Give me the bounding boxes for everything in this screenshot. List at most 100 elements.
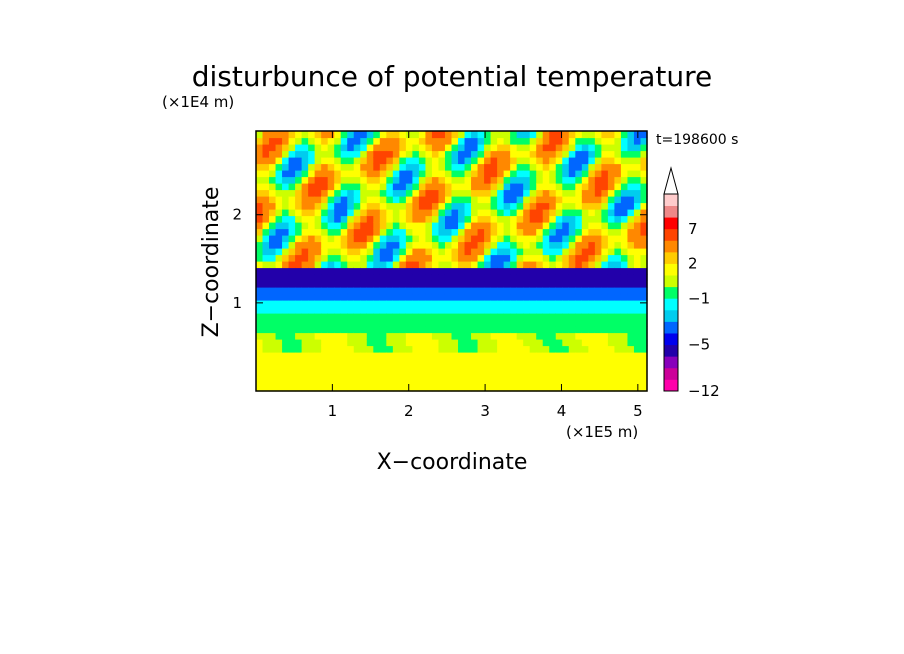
field-cell bbox=[627, 300, 635, 308]
colorbar-bin bbox=[664, 356, 678, 369]
field-cell bbox=[275, 228, 283, 236]
colorbar-bin bbox=[664, 333, 678, 346]
field-cell bbox=[581, 371, 589, 379]
field-cell bbox=[588, 319, 596, 327]
field-cell bbox=[575, 163, 583, 171]
field-cell bbox=[431, 267, 440, 275]
field-cell bbox=[536, 300, 544, 308]
field-cell bbox=[549, 248, 557, 256]
field-cell bbox=[340, 293, 348, 301]
field-cell bbox=[464, 345, 472, 353]
field-cell bbox=[458, 222, 466, 230]
field-cell bbox=[295, 189, 303, 197]
field-cell bbox=[562, 339, 570, 347]
field-cell bbox=[288, 280, 296, 288]
field-cell bbox=[477, 183, 485, 191]
field-cell bbox=[353, 196, 361, 204]
field-cell bbox=[555, 131, 563, 139]
field-cell bbox=[392, 196, 400, 204]
field-cell bbox=[431, 254, 440, 262]
field-cell bbox=[516, 157, 524, 165]
field-cell bbox=[431, 189, 440, 197]
field-cell bbox=[510, 332, 518, 340]
field-cell bbox=[523, 176, 531, 184]
field-cell bbox=[321, 241, 329, 249]
field-cell bbox=[353, 183, 361, 191]
field-cell bbox=[425, 131, 433, 139]
field-cell bbox=[425, 254, 433, 262]
field-cell bbox=[308, 267, 316, 275]
field-cell bbox=[620, 222, 629, 230]
field-cell bbox=[288, 254, 296, 262]
field-cell bbox=[477, 261, 485, 269]
field-cell bbox=[620, 345, 629, 353]
field-cell bbox=[614, 222, 622, 230]
field-cell bbox=[601, 215, 609, 223]
field-cell bbox=[425, 183, 433, 191]
field-cell bbox=[471, 306, 479, 314]
field-cell bbox=[366, 365, 374, 373]
field-cell bbox=[523, 248, 531, 256]
field-cell bbox=[392, 241, 400, 249]
field-cell bbox=[282, 326, 290, 334]
field-cell bbox=[640, 228, 648, 236]
field-cell bbox=[444, 222, 453, 230]
field-cell bbox=[392, 254, 400, 262]
field-cell bbox=[601, 241, 609, 249]
field-cell bbox=[464, 313, 472, 321]
field-cell bbox=[288, 306, 296, 314]
field-cell bbox=[627, 176, 635, 184]
field-cell bbox=[503, 267, 511, 275]
field-cell bbox=[490, 202, 498, 210]
field-cell bbox=[418, 345, 427, 353]
field-cell bbox=[405, 326, 413, 334]
field-cell bbox=[431, 293, 440, 301]
field-cell bbox=[412, 365, 420, 373]
field-cell bbox=[594, 306, 602, 314]
field-cell bbox=[308, 170, 316, 178]
field-cell bbox=[360, 137, 368, 145]
field-cell bbox=[412, 274, 420, 282]
field-cell bbox=[360, 306, 368, 314]
field-cell bbox=[347, 137, 355, 145]
field-cell bbox=[314, 300, 322, 308]
field-cell bbox=[256, 150, 264, 158]
field-cell bbox=[288, 183, 296, 191]
field-cell bbox=[444, 280, 453, 288]
field-cell bbox=[594, 163, 602, 171]
field-cell bbox=[497, 365, 505, 373]
field-cell bbox=[425, 384, 433, 392]
field-cell bbox=[347, 261, 355, 269]
field-cell bbox=[568, 235, 576, 243]
field-cell bbox=[379, 371, 387, 379]
field-cell bbox=[614, 306, 622, 314]
field-cell bbox=[405, 183, 413, 191]
field-cell bbox=[562, 176, 570, 184]
field-cell bbox=[262, 384, 270, 392]
field-cell bbox=[529, 261, 537, 269]
field-cell bbox=[516, 319, 524, 327]
field-cell bbox=[340, 287, 348, 295]
field-cell bbox=[464, 280, 472, 288]
field-cell bbox=[418, 215, 427, 223]
field-cell bbox=[607, 150, 616, 158]
field-cell bbox=[347, 267, 355, 275]
field-cell bbox=[627, 209, 635, 217]
field-cell bbox=[549, 326, 557, 334]
field-cell bbox=[405, 157, 413, 165]
field-cell bbox=[640, 332, 648, 340]
field-cell bbox=[627, 150, 635, 158]
field-cell bbox=[523, 157, 531, 165]
y-axis-unit: (×1E4 m) bbox=[162, 93, 234, 111]
field-cell bbox=[568, 365, 576, 373]
field-cell bbox=[405, 280, 413, 288]
field-cell bbox=[627, 157, 635, 165]
field-cell bbox=[373, 306, 381, 314]
field-cell bbox=[529, 267, 537, 275]
field-cell bbox=[490, 287, 498, 295]
field-cell bbox=[627, 228, 635, 236]
field-cell bbox=[490, 274, 498, 282]
field-cell bbox=[471, 287, 479, 295]
field-cell bbox=[614, 384, 622, 392]
field-cell bbox=[438, 332, 446, 340]
